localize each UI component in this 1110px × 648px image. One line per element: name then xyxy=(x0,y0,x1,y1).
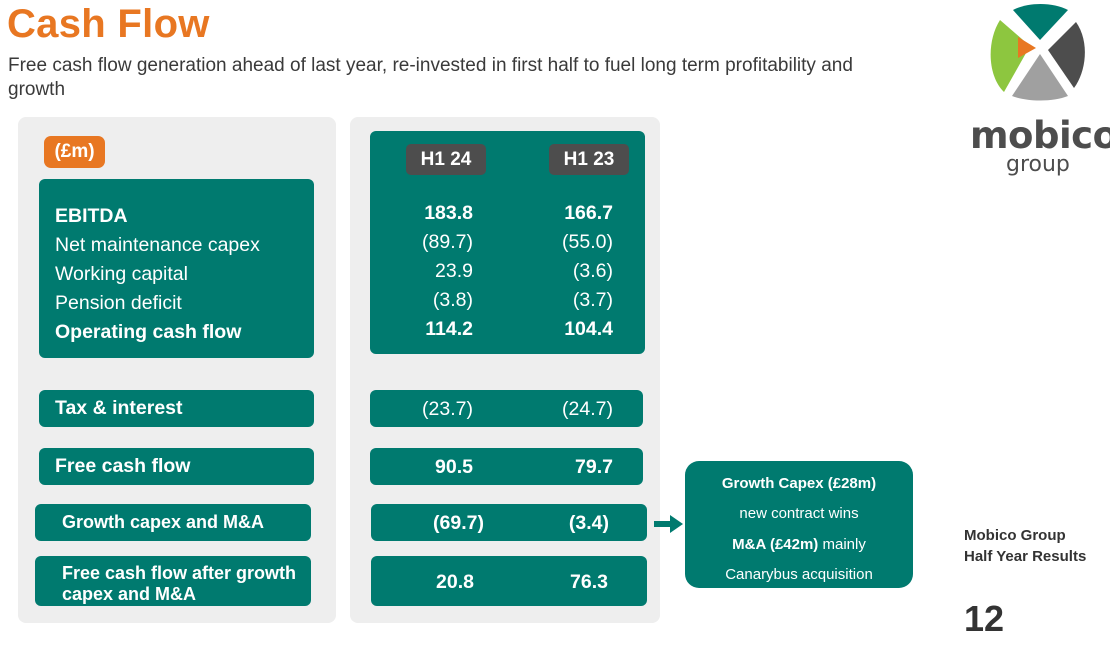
row-label-net-maintenance-capex: Net maintenance capex xyxy=(55,234,260,256)
mobico-logo-mark xyxy=(990,4,1085,101)
row-label-pension-deficit: Pension deficit xyxy=(55,292,182,314)
value-ebitda-h1-24: 183.8 xyxy=(424,202,473,224)
footer-line2: Half Year Results xyxy=(964,548,1087,565)
value-working-capital-h1-24: 23.9 xyxy=(435,260,473,282)
value-net-maintenance-capex-h1-24: (89.7) xyxy=(422,231,473,253)
value-fcf-after-growth-h1-24: 20.8 xyxy=(436,571,474,593)
value-operating-cash-flow-h1-24: 114.2 xyxy=(425,318,473,340)
footer-line1: Mobico Group xyxy=(964,527,1066,544)
callout-line2: new contract wins xyxy=(739,505,859,522)
value-pension-deficit-h1-23: (3.7) xyxy=(572,289,613,311)
free-cash-flow-label: Free cash flow xyxy=(39,448,314,485)
free-cash-flow-values: 90.5 79.7 xyxy=(370,448,643,485)
logo-word-mobico: mobico xyxy=(970,114,1110,157)
logo-word-group: group xyxy=(1006,152,1070,177)
unit-badge: (£m) xyxy=(44,136,105,168)
page-subtitle: Free cash flow generation ahead of last … xyxy=(8,55,853,100)
growth-capex-callout: Growth Capex (£28m) new contract wins M&… xyxy=(685,461,913,588)
growth-capex-values: (69.7) (3.4) xyxy=(371,504,647,541)
value-operating-cash-flow-h1-23: 104.4 xyxy=(564,318,613,340)
value-free-cash-flow-h1-23: 79.7 xyxy=(575,456,613,478)
tax-interest-label: Tax & interest xyxy=(39,390,314,427)
page-title: Cash Flow xyxy=(7,2,210,46)
callout-line3-bold: M&A (£42m) xyxy=(732,536,819,553)
value-pension-deficit-h1-24: (3.8) xyxy=(432,289,473,311)
ebitda-values-block: H1 24 H1 23 183.8 166.7 (89.7) (55.0) 23… xyxy=(370,131,645,354)
callout-line1: Growth Capex (£28m) xyxy=(721,475,877,492)
fcf-after-growth-label-line2: capex and M&A xyxy=(62,584,197,604)
ebitda-labels-block: EBITDA Net maintenance capex Working cap… xyxy=(39,179,314,358)
column-header-h1-24: H1 24 xyxy=(406,144,486,175)
value-growth-capex-h1-24: (69.7) xyxy=(433,512,484,534)
tax-interest-label-text: Tax & interest xyxy=(55,397,183,419)
row-label-working-capital: Working capital xyxy=(55,263,188,285)
fcf-after-growth-values: 20.8 76.3 xyxy=(371,556,647,606)
mobico-logo: mobico group xyxy=(968,2,1110,182)
value-growth-capex-h1-23: (3.4) xyxy=(568,512,609,534)
value-free-cash-flow-h1-24: 90.5 xyxy=(435,456,473,478)
row-label-ebitda: EBITDA xyxy=(55,205,128,227)
free-cash-flow-label-text: Free cash flow xyxy=(55,455,191,477)
page-number: 12 xyxy=(964,598,1005,639)
footer-text: Mobico Group Half Year Results xyxy=(964,525,1086,567)
value-tax-interest-h1-24: (23.7) xyxy=(422,398,473,420)
value-ebitda-h1-23: 166.7 xyxy=(564,202,613,224)
value-tax-interest-h1-23: (24.7) xyxy=(562,398,613,420)
callout-line4: Canarybus acquisition xyxy=(725,566,873,583)
row-label-operating-cash-flow: Operating cash flow xyxy=(55,321,242,343)
value-net-maintenance-capex-h1-23: (55.0) xyxy=(562,231,613,253)
value-fcf-after-growth-h1-23: 76.3 xyxy=(570,571,608,593)
tax-interest-values: (23.7) (24.7) xyxy=(370,390,643,427)
callout-line3-rest: mainly xyxy=(818,536,866,553)
value-working-capital-h1-23: (3.6) xyxy=(572,260,613,282)
growth-capex-label-text: Growth capex and M&A xyxy=(62,512,265,532)
growth-capex-label: Growth capex and M&A xyxy=(35,504,311,541)
fcf-after-growth-label: Free cash flow after growth capex and M&… xyxy=(35,556,311,606)
callout-line3: M&A (£42m) mainly xyxy=(685,536,913,553)
arrow-right-icon xyxy=(654,515,683,533)
fcf-after-growth-label-text: Free cash flow after growth capex and M&… xyxy=(62,563,296,605)
column-header-h1-23: H1 23 xyxy=(549,144,629,175)
fcf-after-growth-label-line1: Free cash flow after growth xyxy=(62,563,297,583)
